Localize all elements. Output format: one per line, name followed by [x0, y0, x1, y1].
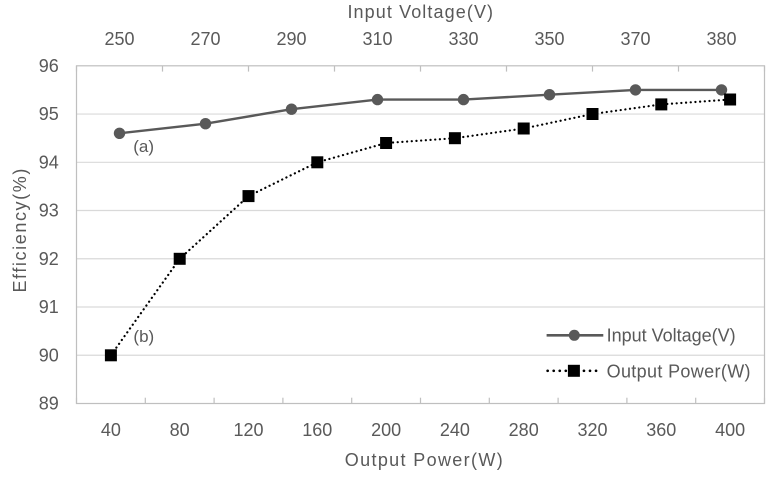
svg-text:80: 80	[170, 420, 190, 440]
svg-text:290: 290	[276, 29, 306, 49]
svg-text:93: 93	[39, 201, 59, 221]
svg-text:91: 91	[39, 297, 59, 317]
svg-text:360: 360	[646, 420, 676, 440]
svg-text:90: 90	[39, 346, 59, 366]
svg-text:280: 280	[509, 420, 539, 440]
svg-text:320: 320	[577, 420, 607, 440]
svg-text:200: 200	[371, 420, 401, 440]
svg-text:310: 310	[362, 29, 392, 49]
svg-text:380: 380	[706, 29, 736, 49]
svg-text:(b): (b)	[133, 327, 154, 346]
svg-text:160: 160	[302, 420, 332, 440]
svg-text:Output Power(W): Output Power(W)	[607, 361, 751, 381]
svg-text:Output Power(W): Output Power(W)	[345, 450, 504, 470]
svg-text:Input Voltage(V): Input Voltage(V)	[347, 2, 494, 22]
svg-text:370: 370	[620, 29, 650, 49]
svg-text:350: 350	[534, 29, 564, 49]
svg-text:120: 120	[233, 420, 263, 440]
svg-text:400: 400	[715, 420, 745, 440]
svg-text:250: 250	[104, 29, 134, 49]
svg-text:89: 89	[39, 394, 59, 414]
svg-text:330: 330	[448, 29, 478, 49]
svg-text:94: 94	[39, 153, 59, 173]
svg-text:Input Voltage(V): Input Voltage(V)	[607, 325, 736, 345]
svg-text:(a): (a)	[133, 137, 154, 156]
svg-text:Efficiency(%): Efficiency(%)	[10, 167, 30, 292]
svg-text:92: 92	[39, 249, 59, 269]
svg-text:40: 40	[101, 420, 121, 440]
svg-text:270: 270	[190, 29, 220, 49]
svg-text:95: 95	[39, 104, 59, 124]
svg-text:96: 96	[39, 56, 59, 76]
svg-text:240: 240	[440, 420, 470, 440]
